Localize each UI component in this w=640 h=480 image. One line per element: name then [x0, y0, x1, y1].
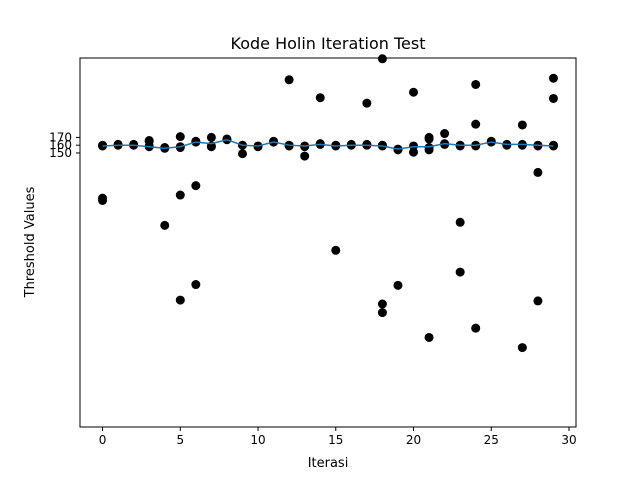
scatter-point: [471, 141, 481, 151]
y-axis-label: Threshold Values: [23, 186, 38, 298]
plot-marks: [98, 54, 558, 353]
x-tick-label: 15: [328, 433, 343, 447]
scatter-point: [471, 119, 481, 129]
scatter-point: [409, 87, 419, 97]
scatter-point: [331, 140, 341, 150]
scatter-point: [440, 139, 450, 149]
scatter-point: [455, 217, 465, 227]
scatter-point: [548, 93, 558, 103]
scatter-point: [424, 134, 434, 144]
scatter-point: [409, 147, 419, 157]
x-axis-label: Iterasi: [308, 456, 349, 471]
y-tick-label: 170: [49, 130, 72, 144]
chart-title: Kode Holin Iteration Test: [231, 34, 426, 53]
scatter-point: [424, 332, 434, 342]
scatter-point: [191, 181, 201, 191]
scatter-point: [455, 141, 465, 151]
scatter-point: [300, 151, 310, 161]
scatter-point: [517, 120, 527, 130]
scatter-point: [175, 295, 185, 305]
scatter-point: [517, 343, 527, 353]
scatter-point: [175, 143, 185, 153]
scatter-point: [424, 145, 434, 155]
scatter-point: [237, 149, 247, 159]
scatter-point: [440, 129, 450, 139]
scatter-point: [300, 142, 310, 152]
scatter-point: [377, 308, 387, 318]
x-tick-label: 0: [99, 433, 107, 447]
scatter-point: [455, 267, 465, 277]
scatter-point: [206, 142, 216, 152]
x-tick-label: 10: [250, 433, 265, 447]
y-tick-label: 160: [49, 138, 72, 152]
scatter-point: [362, 98, 372, 108]
scatter-point: [160, 220, 170, 230]
scatter-point: [315, 93, 325, 103]
scatter-point: [284, 141, 294, 151]
scatter-point: [175, 132, 185, 142]
scatter-point: [548, 73, 558, 83]
x-tick-label: 20: [406, 433, 421, 447]
scatter-point: [206, 132, 216, 142]
scatter-point: [191, 280, 201, 290]
scatter-point: [471, 323, 481, 333]
scatter-point: [377, 299, 387, 309]
scatter-point: [98, 193, 108, 203]
x-axis-ticks: 0 5 10 15 20 25 30: [99, 427, 577, 447]
scatter-point: [533, 296, 543, 306]
scatter-point: [175, 190, 185, 200]
scatter-point: [346, 139, 356, 149]
scatter-point: [409, 141, 419, 151]
scatter-point: [377, 54, 387, 64]
scatter-point: [284, 75, 294, 85]
plot-area-frame: [79, 57, 577, 428]
scatter-point: [191, 136, 201, 146]
scatter-point: [517, 140, 527, 150]
scatter-point: [486, 136, 496, 146]
scatter-point: [331, 245, 341, 255]
y-tick-label: 150: [49, 146, 72, 160]
x-tick-label: 30: [561, 433, 576, 447]
series-line: [102, 138, 554, 150]
scatter-point: [471, 79, 481, 89]
scatter-point: [533, 141, 543, 151]
scatter-point: [502, 140, 512, 150]
x-tick-label: 25: [484, 433, 499, 447]
scatter-point: [393, 280, 403, 290]
x-tick-label: 5: [176, 433, 184, 447]
scatter-point: [253, 142, 263, 152]
scatter-point: [533, 167, 543, 177]
scatter-point: [315, 139, 325, 149]
